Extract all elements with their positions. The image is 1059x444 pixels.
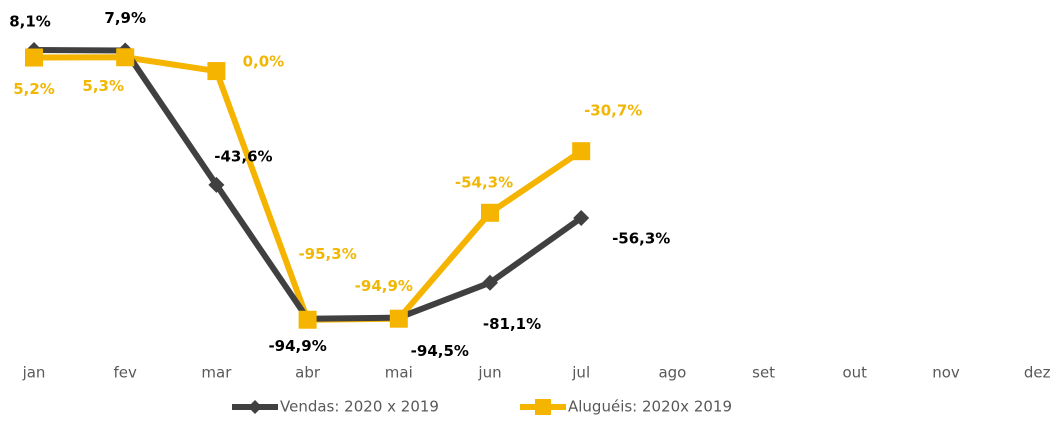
marker [573,209,590,226]
marker [207,62,226,81]
marker [116,48,135,67]
value-label: -95,3% [298,245,356,263]
x-tick-label: ago [658,364,686,382]
marker [572,142,591,161]
x-tick-label: mai [385,364,413,382]
legend-item: Aluguéis: 2020x 2019 [520,398,732,416]
marker [208,176,225,193]
value-label: -94,5% [411,342,469,360]
x-tick-label: out [843,364,868,382]
value-label: 0,0% [243,53,285,71]
x-tick-label: set [752,364,775,382]
x-tick-label: nov [932,364,960,382]
value-label: -81,1% [483,315,541,333]
marker [389,309,408,328]
value-label: 5,3% [82,77,124,95]
value-label: -94,9% [355,277,413,295]
marker [481,203,499,222]
value-label: 5,2% [13,80,55,98]
legend-label: Aluguéis: 2020x 2019 [568,398,732,416]
x-tick-label: jun [477,364,501,382]
marker [298,310,317,329]
marker [25,48,43,67]
value-label: -30,7% [584,102,642,120]
legend-label: Vendas: 2020 x 2019 [280,398,439,416]
legend-marker [248,400,262,414]
value-label: -56,3% [612,229,670,247]
value-label: 8,1% [9,12,51,30]
x-tick-label: fev [114,364,138,382]
value-label: -94,9% [268,337,326,355]
value-label: -54,3% [455,173,513,191]
x-tick-label: dez [1024,364,1051,382]
marker [482,274,498,291]
legend-item: Vendas: 2020 x 2019 [232,398,439,416]
x-tick-label: jan [22,364,46,382]
legend-marker [535,399,551,415]
x-tick-label: jul [571,364,590,382]
value-label: -43,6% [214,147,272,165]
x-tick-label: mar [201,364,232,382]
x-tick-label: abr [295,364,321,382]
value-label: 7,9% [104,9,146,27]
